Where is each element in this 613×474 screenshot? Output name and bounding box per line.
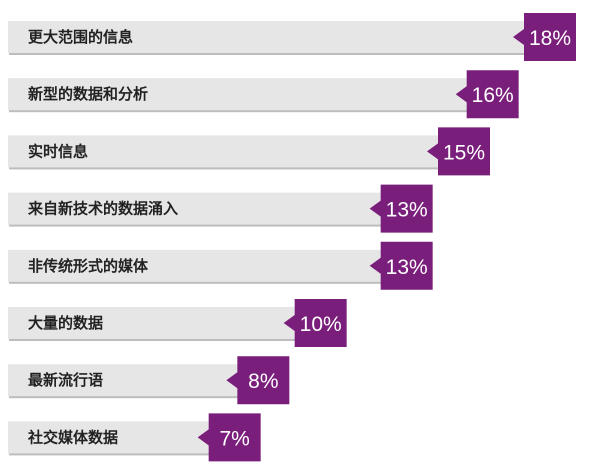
bar-shadow bbox=[9, 52, 525, 55]
bar bbox=[8, 78, 467, 111]
bar-shadow bbox=[9, 166, 439, 170]
category-label: 非传统形式的媒体 bbox=[28, 257, 149, 275]
bar-row: 非传统形式的媒体 13% bbox=[8, 241, 433, 290]
bar-row: 新型的数据和分析 16% bbox=[8, 70, 519, 119]
bar-shadow bbox=[9, 395, 239, 399]
bar bbox=[8, 364, 238, 397]
bar-row: 最新流行语 8% bbox=[8, 356, 290, 405]
value-label: 18% bbox=[529, 27, 571, 50]
value-box bbox=[369, 184, 433, 233]
bar-row: 大量的数据 10% bbox=[8, 299, 347, 347]
bar-row: 来自新技术的数据涌入 13% bbox=[8, 184, 433, 233]
value-label: 13% bbox=[386, 199, 428, 222]
category-label: 社交媒体数据 bbox=[27, 428, 118, 446]
bar-shadow bbox=[9, 280, 382, 284]
category-label: 更大范围的信息 bbox=[28, 28, 133, 46]
value-box bbox=[369, 241, 433, 290]
value-label: 15% bbox=[443, 141, 485, 164]
value-box bbox=[427, 127, 490, 176]
value-box bbox=[283, 299, 347, 347]
category-label: 来自新技术的数据涌入 bbox=[27, 200, 178, 218]
bar bbox=[8, 21, 524, 53]
bar-shadow bbox=[9, 223, 382, 227]
category-label: 新型的数据和分析 bbox=[28, 85, 148, 103]
category-label: 大量的数据 bbox=[28, 314, 103, 332]
value-box bbox=[513, 13, 576, 61]
value-label: 16% bbox=[472, 84, 514, 107]
category-label: 实时信息 bbox=[28, 142, 88, 160]
value-label: 10% bbox=[300, 313, 342, 336]
bar bbox=[8, 307, 295, 339]
value-label: 8% bbox=[248, 370, 278, 393]
category-label: 最新流行语 bbox=[28, 371, 103, 389]
value-label: 7% bbox=[219, 427, 249, 450]
bar-row: 社交媒体数据 7% bbox=[8, 413, 261, 462]
bar bbox=[8, 192, 381, 225]
bar bbox=[8, 421, 209, 454]
bar-shadow bbox=[9, 109, 468, 113]
bar bbox=[8, 249, 381, 282]
bar bbox=[8, 135, 438, 168]
bar-shadow bbox=[9, 338, 296, 341]
bar-row: 更大范围的信息 18% bbox=[8, 13, 576, 61]
value-box bbox=[226, 356, 290, 405]
bar-shadow bbox=[9, 452, 210, 456]
value-label: 13% bbox=[386, 256, 428, 279]
value-box bbox=[197, 413, 261, 462]
bar-row: 实时信息 15% bbox=[8, 127, 490, 176]
value-box bbox=[455, 70, 519, 119]
